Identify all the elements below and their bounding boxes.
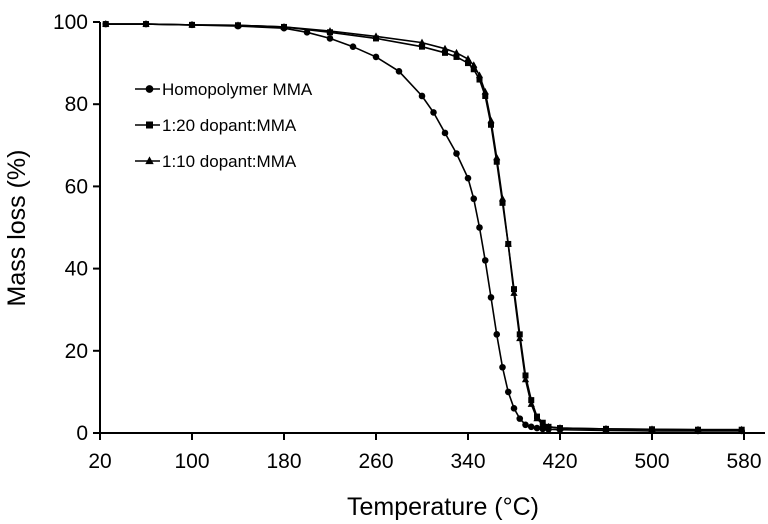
data-point	[487, 294, 495, 301]
series-3	[102, 20, 746, 433]
data-point	[521, 375, 530, 383]
y-tick-label: 60	[65, 175, 88, 198]
data-point	[464, 174, 472, 182]
legend: Homopolymer MMA 1:20 dopant:MMA 1:10 dopan…	[135, 80, 313, 171]
data-point	[738, 425, 746, 433]
x-ticks: 20 100 180 260 340 420 500 580	[88, 433, 762, 473]
data-point	[418, 38, 426, 46]
data-point	[499, 363, 506, 371]
data-point	[453, 150, 460, 157]
data-point	[476, 224, 483, 231]
data-point	[453, 53, 460, 60]
x-tick-label: 580	[726, 450, 761, 473]
y-tick-label: 20	[65, 340, 88, 363]
data-point	[527, 400, 535, 407]
y-tick-label: 100	[53, 11, 88, 34]
data-point	[146, 121, 153, 129]
data-point	[527, 423, 535, 431]
data-point	[493, 331, 501, 338]
data-point	[395, 68, 403, 75]
data-point	[442, 49, 448, 56]
data-point	[510, 405, 518, 412]
data-point	[516, 334, 524, 342]
data-point	[349, 43, 357, 50]
data-point	[188, 20, 196, 28]
x-tick-label: 340	[450, 450, 485, 473]
x-tick-label: 180	[266, 450, 301, 473]
data-point	[539, 420, 547, 428]
data-point	[544, 422, 553, 430]
data-point	[452, 48, 461, 56]
data-point	[470, 195, 478, 203]
data-point	[476, 76, 483, 83]
data-point	[145, 156, 154, 165]
legend-item: 1:10 dopant:MMA	[135, 152, 297, 171]
data-point	[430, 109, 437, 116]
data-point	[533, 424, 541, 432]
y-tick-label: 40	[65, 258, 88, 281]
data-point	[102, 20, 110, 27]
legend-label: 1:20 dopant:MMA	[162, 116, 297, 135]
data-point	[481, 87, 489, 95]
data-point	[522, 421, 529, 429]
data-point	[303, 28, 311, 36]
data-point	[470, 66, 477, 73]
y-tick-label: 80	[65, 93, 88, 116]
plot-area	[102, 20, 746, 435]
data-point	[602, 424, 610, 432]
y-tick-label: 0	[76, 422, 88, 445]
data-point	[504, 239, 512, 247]
data-point	[516, 415, 524, 422]
data-point	[441, 129, 449, 137]
data-point	[326, 27, 334, 34]
data-point	[372, 53, 380, 61]
data-point	[441, 44, 449, 52]
data-point	[510, 289, 518, 296]
data-point	[533, 414, 541, 422]
x-tick-label: 260	[358, 450, 393, 473]
x-tick-label: 420	[542, 450, 577, 473]
legend-label: 1:10 dopant:MMA	[162, 152, 297, 171]
data-point	[234, 21, 242, 28]
data-point	[498, 194, 507, 202]
data-point	[648, 425, 656, 432]
legend-item: Homopolymer MMA	[135, 80, 313, 99]
data-point	[470, 61, 478, 68]
data-point	[465, 60, 471, 67]
data-point	[528, 397, 535, 404]
x-tick-label: 500	[634, 450, 669, 473]
data-point	[475, 71, 484, 79]
legend-label: Homopolymer MMA	[162, 80, 313, 99]
data-point	[464, 55, 472, 62]
data-point	[481, 257, 489, 264]
data-point	[694, 425, 702, 433]
data-point	[280, 22, 288, 30]
data-point	[487, 116, 495, 124]
data-point	[418, 92, 426, 100]
x-axis-title: Temperature (°C)	[347, 493, 539, 521]
data-point	[493, 153, 501, 161]
y-axis-title: Mass loss (%)	[3, 150, 31, 307]
data-point	[372, 32, 380, 40]
legend-item: 1:20 dopant:MMA	[135, 116, 297, 135]
x-tick-label: 20	[88, 450, 111, 473]
data-point	[142, 20, 150, 27]
data-point	[556, 424, 564, 431]
data-point	[419, 43, 425, 50]
y-ticks: 0 20 40 60 80 100	[53, 11, 100, 445]
data-point	[504, 388, 512, 396]
data-point	[326, 35, 334, 42]
data-point	[145, 85, 154, 93]
x-tick-label: 100	[174, 450, 209, 473]
